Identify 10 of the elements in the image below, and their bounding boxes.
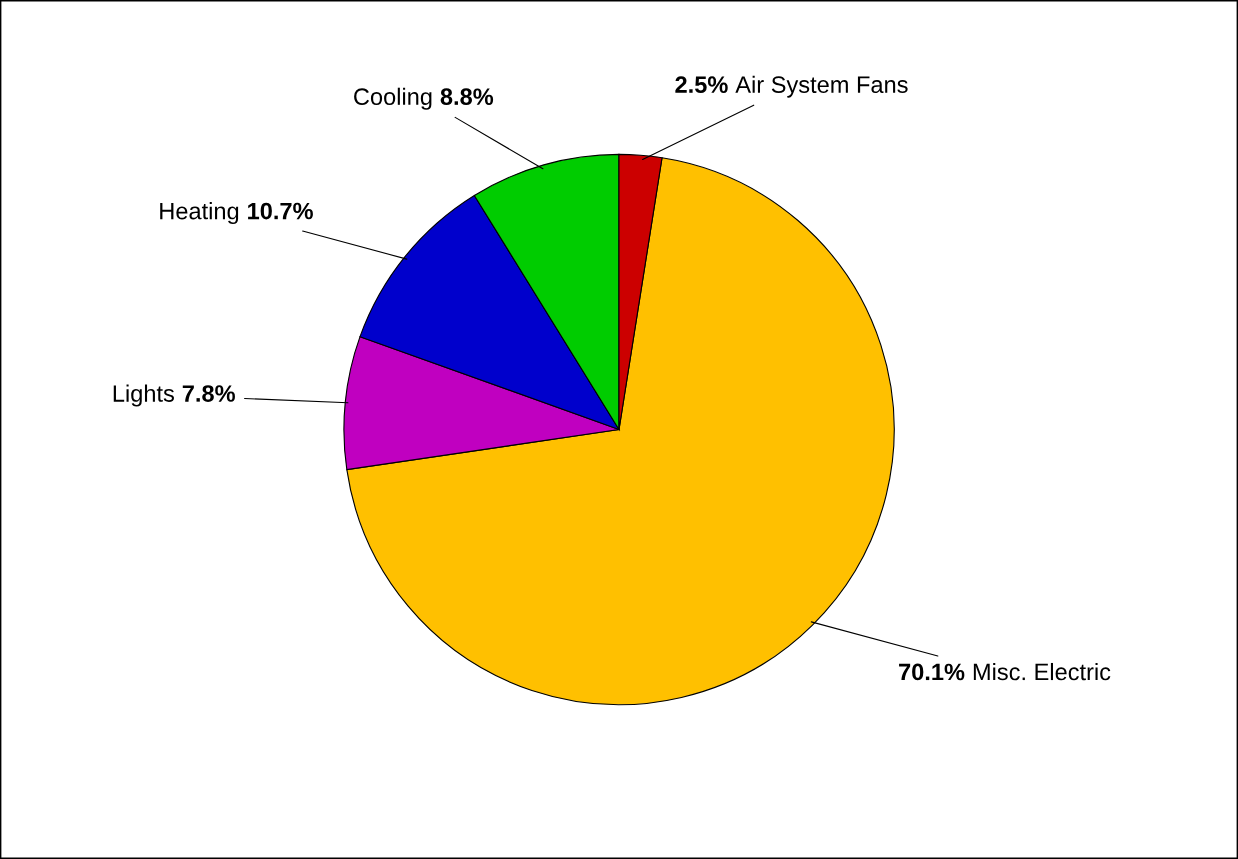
data-label: 70.1% [899,663,965,681]
slice-label: Lights [113,384,174,407]
data-label: 8.8% [440,88,494,106]
data-label: 7.8% [182,385,235,402]
slice-label: Cooling [354,87,432,110]
slice-label: Misc. Electric [973,662,1111,681]
slice-label: Heating [160,202,239,225]
slice-label: Air System Fans [735,75,908,98]
data-label: 2.5% [675,76,728,94]
data-label: 10.7% [248,202,313,220]
